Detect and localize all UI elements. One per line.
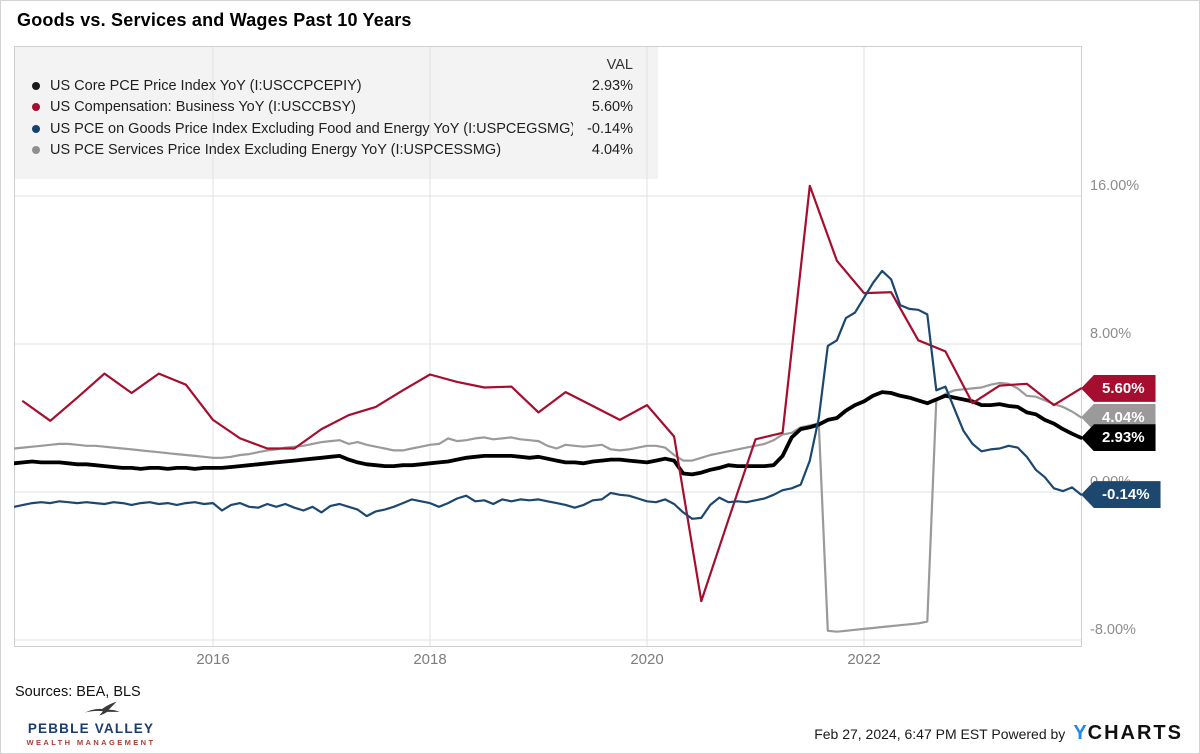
pebble-valley-logo: PEBBLE VALLEY WEALTH MANAGEMENT <box>15 701 167 747</box>
series-dot-icon <box>32 146 40 155</box>
chart-title: Goods vs. Services and Wages Past 10 Yea… <box>17 10 412 30</box>
brand-subtitle: WEALTH MANAGEMENT <box>26 738 156 747</box>
eagle-icon <box>84 701 120 716</box>
x-axis-tick-label: 2020 <box>630 651 664 668</box>
brand-name: PEBBLE VALLEY <box>27 721 155 736</box>
series-line <box>14 381 1082 633</box>
x-axis-tick-label: 2018 <box>413 651 447 668</box>
legend-series-label: US Compensation: Business YoY (I:USCCBSY… <box>50 99 356 116</box>
sources-note: Sources: BEA, BLS <box>15 684 141 700</box>
legend-row-services: US PCE Services Price Index Excluding En… <box>15 140 658 162</box>
latest-value-badge: 5.60% <box>1081 374 1156 402</box>
legend-row-compensation: US Compensation: Business YoY (I:USCCBSY… <box>15 97 658 119</box>
x-axis-tick-label: 2022 <box>847 651 881 668</box>
legend-series-label: US PCE on Goods Price Index Excluding Fo… <box>50 120 573 137</box>
y-axis-tick-label: 16.00% <box>1090 178 1140 194</box>
chart-plot-area <box>14 46 1082 647</box>
ycharts-logo-y: Y <box>1073 722 1088 744</box>
legend-row-goods: US PCE on Goods Price Index Excluding Fo… <box>15 118 658 140</box>
series-dot-icon <box>32 124 40 133</box>
legend-row-core-pce: US Core PCE Price Index YoY (I:USCCPCEPI… <box>15 75 658 97</box>
latest-value-badge: -0.14% <box>1081 481 1161 509</box>
timestamp-row: Feb 27, 2024, 6:47 PM EST Powered by Y C… <box>814 722 1183 745</box>
series-line <box>14 390 1082 477</box>
legend-series-value: 4.04% <box>591 142 633 159</box>
legend-series-value: 2.93% <box>591 77 633 94</box>
series-line <box>14 269 1082 520</box>
chart-legend: VAL US Core PCE Price Index YoY (I:USCCP… <box>15 46 658 179</box>
y-axis-tick-label: 8.00% <box>1090 326 1132 342</box>
series-line <box>22 184 1082 603</box>
legend-val-header: VAL <box>606 57 633 73</box>
series-dot-icon <box>32 103 40 112</box>
legend-series-label: US Core PCE Price Index YoY (I:USCCPCEPI… <box>50 77 362 94</box>
legend-series-value: -0.14% <box>587 120 633 137</box>
legend-series-value: 5.60% <box>591 99 633 116</box>
latest-value-badge: 2.93% <box>1081 424 1156 452</box>
ycharts-logo-charts: CHARTS <box>1087 722 1183 744</box>
legend-series-label: US PCE Services Price Index Excluding En… <box>50 142 502 159</box>
timestamp-text: Feb 27, 2024, 6:47 PM EST Powered by <box>814 725 1066 742</box>
y-axis-tick-label: -8.00% <box>1090 622 1136 638</box>
x-axis-tick-label: 2016 <box>196 651 230 668</box>
series-dot-icon <box>32 81 40 90</box>
